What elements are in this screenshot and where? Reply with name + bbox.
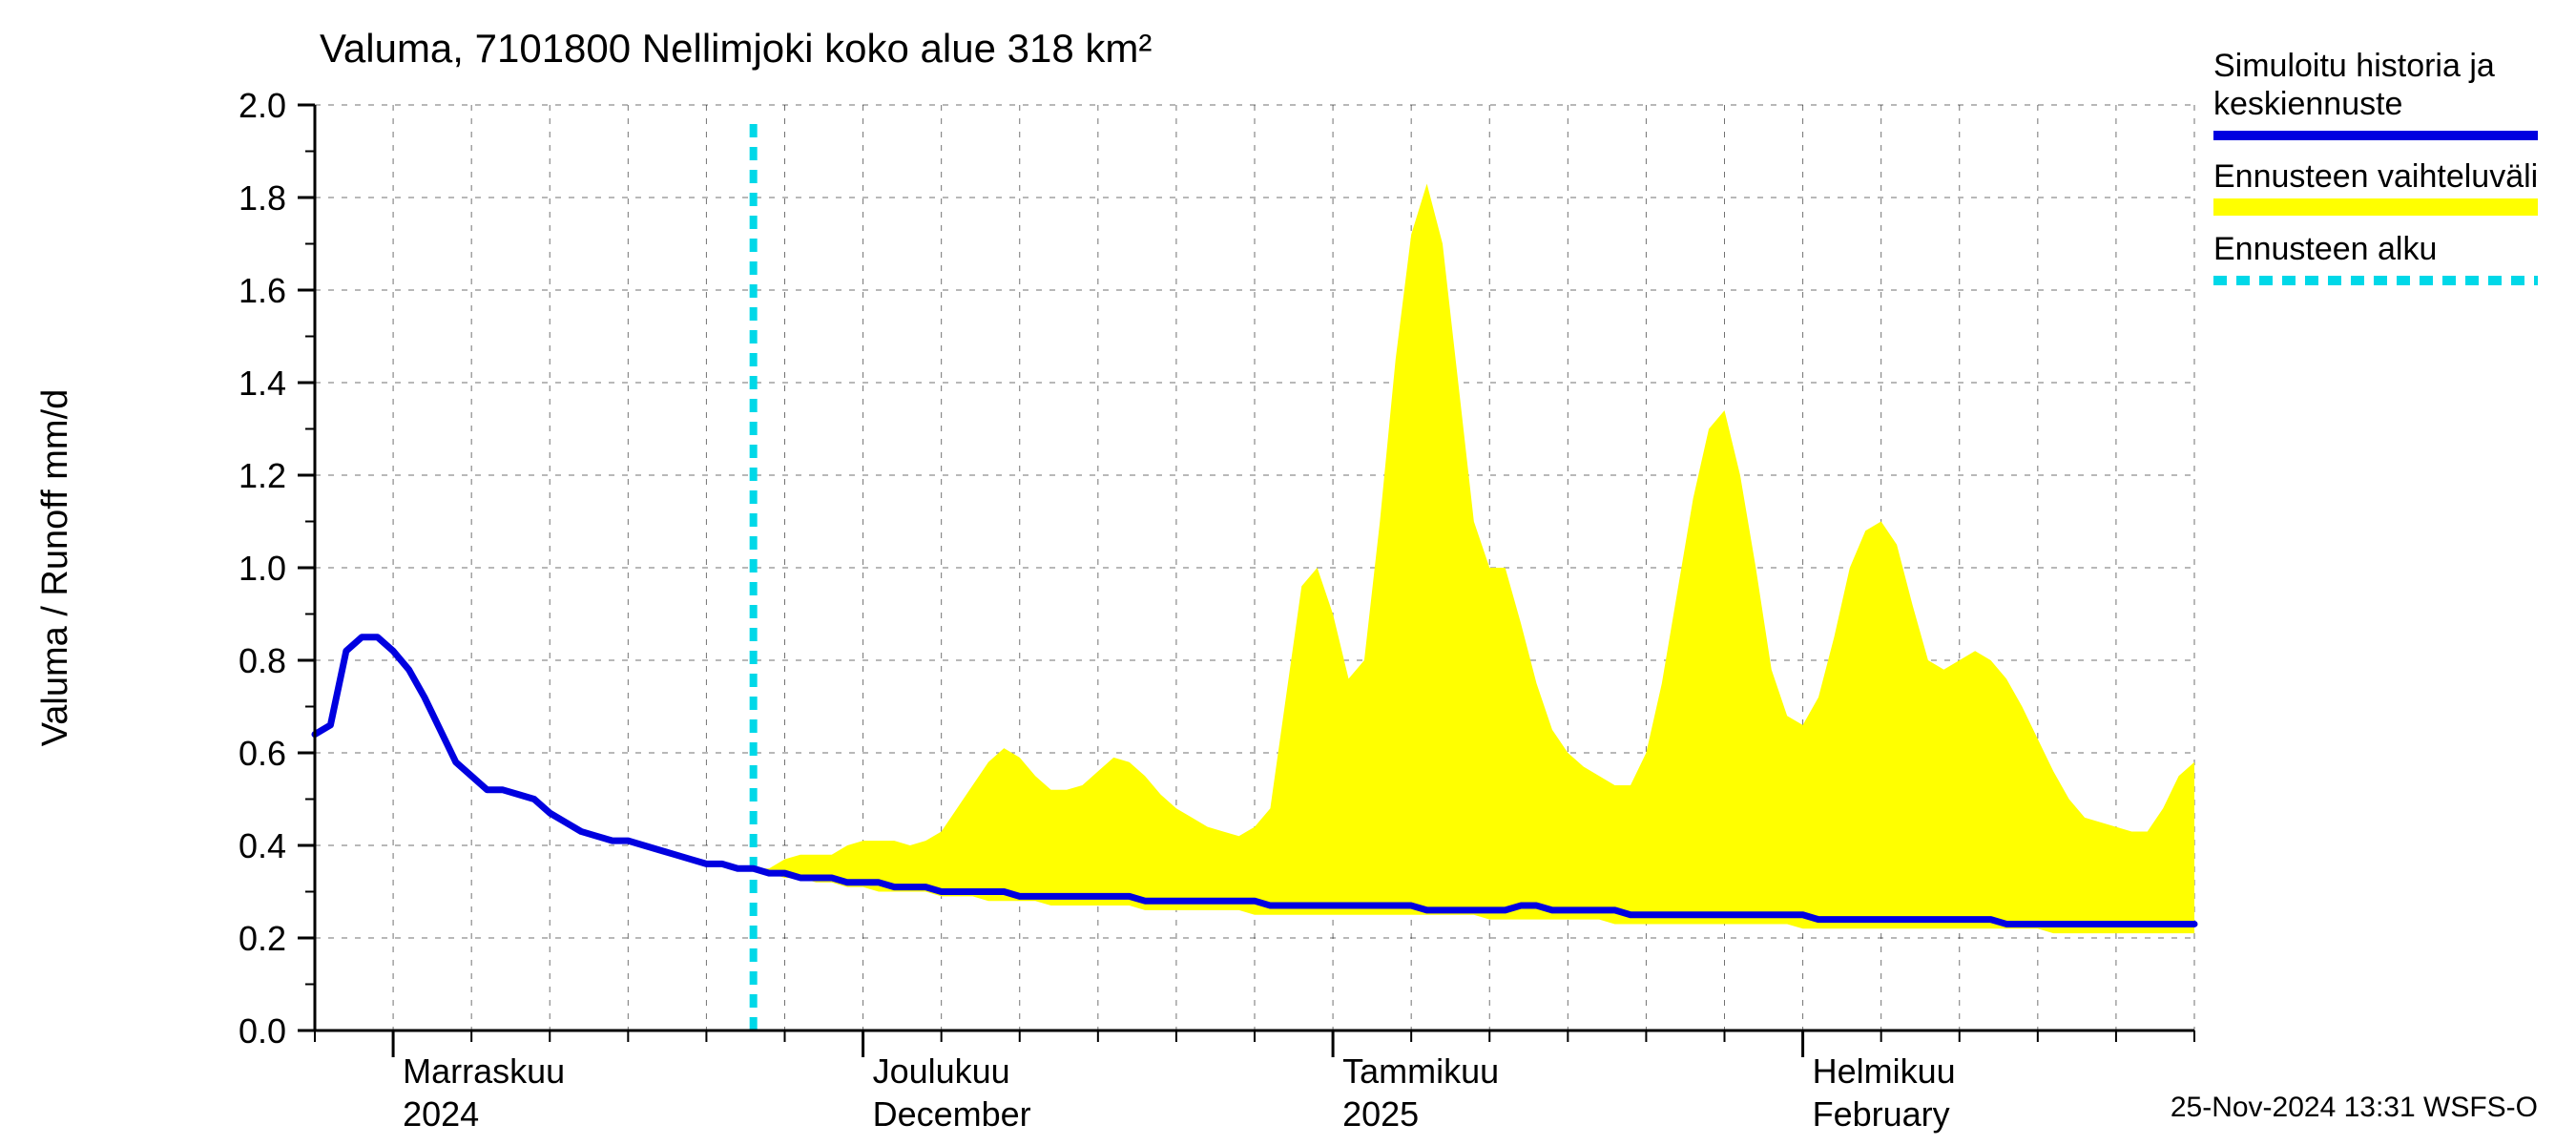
x-tick-label-top: Tammikuu (1342, 1051, 1499, 1091)
runoff-chart: 0.0 0.2 0.4 0.6 0.8 1.0 1.2 1.4 1.6 1.8 2.0 Marrask… (0, 0, 2576, 1145)
legend-label: Ennusteen alku (2213, 231, 2437, 267)
y-tick-label: 1.4 (239, 364, 286, 403)
chart-svg: 0.0 0.2 0.4 0.6 0.8 1.0 1.2 1.4 1.6 1.8 2.0 Marrask… (0, 0, 2576, 1145)
y-tick-label: 0.0 (239, 1011, 286, 1051)
chart-title: Valuma, 7101800 Nellimjoki koko alue 318… (320, 26, 1152, 71)
x-tick-label-top: Marraskuu (403, 1051, 565, 1091)
y-tick-label: 0.6 (239, 734, 286, 773)
y-tick-label: 2.0 (239, 86, 286, 125)
legend-label: Simuloitu historia ja (2213, 48, 2495, 84)
x-tick-label-top: Joulukuu (873, 1051, 1010, 1091)
y-tick-label: 1.0 (239, 549, 286, 588)
y-tick-label: 1.8 (239, 178, 286, 218)
y-tick-label: 0.8 (239, 641, 286, 680)
y-tick-label: 0.4 (239, 826, 286, 865)
legend-label: Ennusteen vaihteluväli (2213, 158, 2538, 195)
x-tick-label-top: Helmikuu (1813, 1051, 1956, 1091)
y-tick-label: 1.2 (239, 456, 286, 495)
chart-footer: 25-Nov-2024 13:31 WSFS-O (2171, 1092, 2538, 1123)
x-tick-label-bottom: 2024 (403, 1094, 479, 1134)
y-tick-label: 0.2 (239, 919, 286, 958)
x-tick-label-bottom: February (1813, 1094, 1950, 1134)
y-tick-label: 1.6 (239, 271, 286, 310)
legend-label: keskiennuste (2213, 86, 2402, 122)
x-tick-label-bottom: 2025 (1342, 1094, 1419, 1134)
y-axis-label: Valuma / Runoff mm/d (35, 389, 75, 747)
x-tick-label-bottom: December (873, 1094, 1031, 1134)
